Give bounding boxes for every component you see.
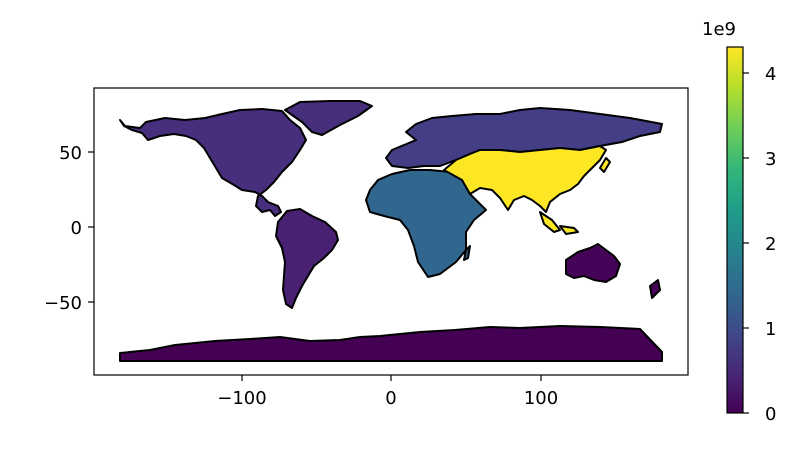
x-tick-label: −100 [217,388,266,409]
x-axis: −100 0 100 [217,375,558,409]
x-tick-label: 100 [524,388,558,409]
colorbar-tick-label: 2 [765,234,776,255]
region-south-america [275,208,339,309]
region-north-america [119,108,307,217]
region-antarctica [119,325,663,362]
region-indonesia [539,211,579,235]
y-tick-label: −50 [44,293,82,314]
colorbar-gradient [726,46,744,414]
continents [119,100,663,362]
y-tick-label: 0 [71,218,82,239]
y-tick-label: 50 [59,143,82,164]
colorbar-tick-label: 3 [765,149,776,170]
colorbar-offset-label: 1e9 [702,19,736,40]
region-asia [443,145,607,213]
region-greenland [284,100,373,136]
x-tick-label: 0 [385,388,396,409]
colorbar-tick-label: 1 [765,319,776,340]
colorbar: 0 1 2 3 4 1e9 [702,19,776,425]
y-axis: 50 0 −50 [44,143,94,314]
colorbar-tick-label: 0 [765,404,776,425]
region-japan [599,157,611,173]
colorbar-tick-label: 4 [765,64,776,85]
region-new-zealand [649,279,661,299]
region-madagascar [463,245,471,261]
region-australia [565,243,621,283]
